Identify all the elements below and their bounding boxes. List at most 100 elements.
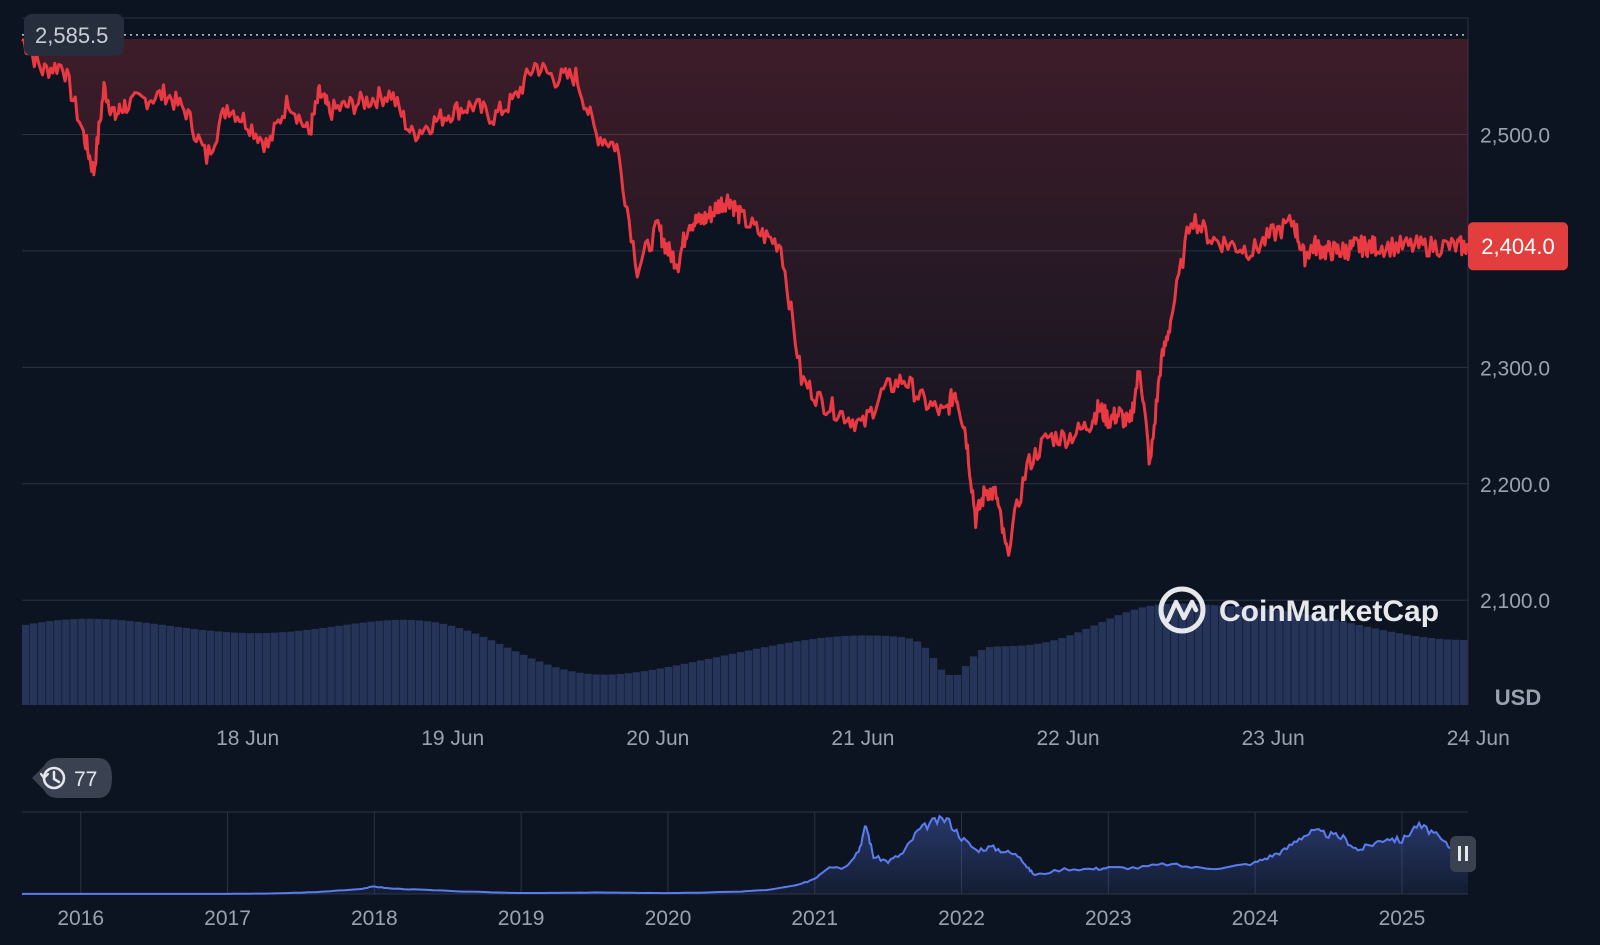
volume-bar: [1443, 639, 1452, 705]
volume-bar: [158, 624, 167, 705]
volume-bar: [214, 631, 223, 705]
volume-bar: [206, 630, 215, 705]
volume-bar: [592, 674, 600, 705]
volume-bar: [1331, 619, 1339, 705]
volume-bar: [198, 630, 207, 705]
current-price-label: 2,404.0: [1481, 234, 1554, 259]
volume-bar: [978, 650, 986, 705]
x-tick-label: 18 Jun: [216, 727, 279, 750]
volume-bar: [335, 625, 343, 705]
volume-bar: [150, 623, 158, 705]
history-badge[interactable]: 77: [32, 758, 112, 798]
y-axis-ticks: 2,100.0 2,200.0 2,300.0 2,500.0: [1480, 124, 1550, 613]
volume-bar: [688, 662, 697, 705]
volume-bar: [1090, 625, 1098, 705]
volume-bar: [1154, 604, 1163, 705]
volume-bar: [929, 658, 938, 705]
volume-bar: [552, 667, 560, 705]
volume-bar: [961, 666, 970, 705]
volume-bar: [1122, 612, 1131, 705]
volume-bar: [873, 635, 881, 705]
volume-bar: [1219, 605, 1227, 705]
volume-bar: [327, 626, 335, 705]
volume-bar: [1395, 633, 1404, 705]
volume-bar: [1026, 644, 1034, 705]
volume-bar: [263, 633, 271, 705]
volume-bar: [889, 636, 898, 705]
navigator-year-ticks: 2016 2017 2018 2019 2020 2021 2022 2023 2024 2025: [57, 907, 1425, 930]
volume-bar: [945, 675, 954, 705]
volume-bar: [913, 641, 922, 705]
navigator-year-label: 2022: [938, 907, 985, 930]
volume-bar: [1074, 632, 1082, 705]
volume-bar: [769, 645, 777, 705]
volume-bar: [359, 622, 367, 705]
volume-bar: [817, 638, 825, 705]
volume-bar: [1307, 614, 1315, 705]
volume-bar: [1098, 621, 1106, 705]
history-count: 77: [74, 768, 97, 791]
navigator-year-label: 2025: [1379, 907, 1426, 930]
volume-bar: [351, 623, 359, 705]
volume-bar: [142, 622, 150, 705]
volume-bar: [126, 621, 134, 705]
volume-bars: [22, 603, 1468, 705]
volume-bar: [1042, 642, 1050, 705]
volume-bar: [1315, 616, 1323, 705]
volume-bar: [94, 618, 102, 705]
volume-bar: [986, 647, 994, 705]
navigator-year-label: 2021: [791, 907, 838, 930]
navigator-year-label: 2017: [204, 907, 251, 930]
volume-bar: [46, 621, 54, 705]
volume-bar: [544, 664, 552, 705]
volume-bar: [825, 637, 833, 705]
volume-bar: [616, 674, 624, 705]
volume-bar: [1339, 621, 1347, 705]
volume-bar: [166, 625, 175, 705]
volume-bar: [367, 621, 375, 705]
volume-bar: [712, 657, 721, 705]
volume-bar: [343, 624, 351, 705]
volume-bar: [849, 635, 857, 705]
volume-bar: [1138, 607, 1147, 705]
volume-bar: [222, 632, 231, 705]
volume-bar: [680, 663, 689, 705]
volume-bar: [793, 641, 801, 705]
volume-bar: [1202, 604, 1211, 705]
volume-bar: [246, 633, 255, 705]
volume-bar: [1194, 604, 1203, 705]
navigator-area: [22, 814, 1469, 895]
volume-bar: [576, 672, 584, 705]
navigator-year-label: 2019: [498, 907, 545, 930]
volume-bar: [761, 647, 769, 705]
x-tick-label: 24 Jun: [1447, 727, 1510, 750]
navigator-area-fill: [22, 816, 1468, 894]
volume-bar: [487, 640, 496, 705]
volume-bar: [447, 625, 456, 705]
volume-bar: [865, 635, 873, 705]
x-tick-label: 21 Jun: [831, 727, 894, 750]
volume-bar: [1427, 638, 1436, 705]
volume-bar: [287, 631, 295, 705]
volume-bar: [479, 636, 488, 705]
volume-bar: [118, 620, 126, 705]
volume-bar: [431, 622, 440, 705]
coinmarketcap-watermark: CoinMarketCap: [1158, 586, 1439, 634]
volume-bar: [841, 636, 849, 705]
volume-bar: [1018, 645, 1026, 705]
volume-bar: [1347, 623, 1355, 705]
navigator-handle[interactable]: [1450, 836, 1476, 872]
volume-bar: [1355, 625, 1363, 705]
volume-bar: [1460, 640, 1468, 705]
volume-bar: [648, 669, 657, 705]
volume-bar: [560, 669, 568, 705]
volume-bar: [1323, 618, 1331, 705]
volume-bar: [1283, 611, 1291, 705]
volume-bar: [102, 619, 110, 705]
volume-bar: [78, 618, 86, 705]
volume-bar: [600, 674, 608, 705]
volume-bar: [22, 624, 30, 705]
volume-bar: [271, 632, 279, 705]
navigator-year-label: 2024: [1232, 907, 1279, 930]
volume-bar: [881, 635, 890, 705]
